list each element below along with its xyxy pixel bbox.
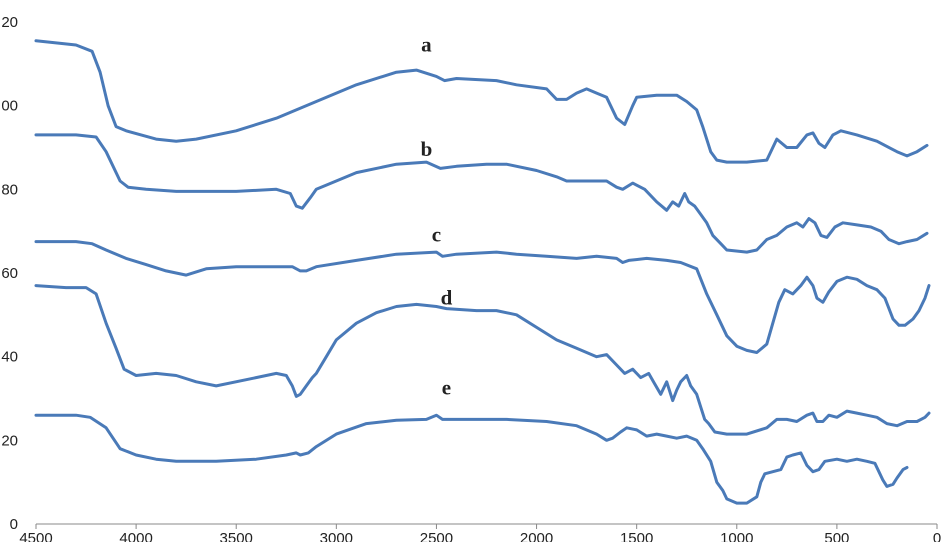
series-label-e: e — [442, 375, 451, 399]
series-line-c — [34, 240, 931, 354]
series-labels: a b c d e — [421, 32, 453, 399]
y-axis-ticks: 20 00 80 60 40 20 0 — [1, 14, 18, 533]
series-line-a — [34, 39, 929, 164]
y-tick-label: 40 — [1, 349, 18, 366]
y-tick-label: 20 — [1, 432, 18, 449]
y-tick-label: 20 — [1, 14, 18, 31]
series-label-c: c — [432, 223, 441, 247]
series-label-b: b — [421, 137, 433, 161]
series-line-e — [34, 413, 909, 505]
x-tick-label: 4500 — [19, 530, 52, 542]
x-tick-label: 0 — [933, 530, 941, 542]
series-lines — [34, 39, 931, 505]
series-line-d — [34, 284, 931, 436]
x-tick-label: 1000 — [720, 530, 753, 542]
x-tick-label: 500 — [824, 530, 849, 542]
x-tick-label: 3000 — [320, 530, 353, 542]
x-tick-label: 4000 — [119, 530, 152, 542]
series-label-a: a — [421, 32, 432, 56]
x-tick-label: 2500 — [420, 530, 453, 542]
y-tick-label: 60 — [1, 265, 18, 282]
x-axis-ticks: 4500 4000 3500 3000 2500 2000 1500 1000 500 0 — [19, 524, 941, 542]
y-tick-label: 00 — [1, 98, 18, 115]
y-tick-label: 0 — [10, 516, 18, 533]
y-tick-label: 80 — [1, 181, 18, 198]
x-tick-label: 1500 — [620, 530, 653, 542]
series-label-d: d — [441, 285, 453, 309]
x-tick-label: 2000 — [520, 530, 553, 542]
x-tick-label: 3500 — [220, 530, 253, 542]
series-line-b — [34, 133, 929, 254]
